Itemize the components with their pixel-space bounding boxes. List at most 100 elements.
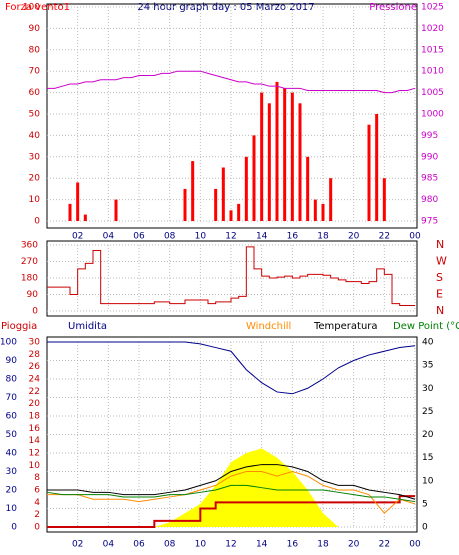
x-tick-label: 10 <box>195 540 207 550</box>
y-tick-label: 90 <box>29 24 41 34</box>
legend-label: Pioggia <box>1 321 37 332</box>
wind-bar <box>267 103 271 221</box>
y2-tick-label: 985 <box>421 174 438 184</box>
y-tick-label: 80 <box>29 45 41 55</box>
y2-tick-label: W <box>436 255 447 268</box>
wind-bar <box>283 88 287 221</box>
y2-tick-label: 975 <box>421 217 438 227</box>
y-tick-label: 0 <box>11 523 17 533</box>
y2-tick-label: 10 <box>422 476 434 486</box>
x-tick-label: 18 <box>317 540 329 550</box>
y-tick-label: 20 <box>29 174 41 184</box>
x-tick-label: 14 <box>256 232 268 242</box>
y-tick-label: 40 <box>6 449 18 459</box>
y3-tick-label: 22 <box>29 387 40 397</box>
legend-label: Umidita <box>68 321 107 332</box>
wind-bar <box>252 135 256 221</box>
wind-bar <box>114 199 118 221</box>
y-tick-label: 60 <box>6 412 18 422</box>
x-tick-label: 18 <box>317 232 329 242</box>
legend-label: Dew Point (°C <box>393 321 459 332</box>
y3-tick-label: 26 <box>29 362 41 372</box>
wind-bar <box>68 203 72 221</box>
y2-tick-label: N <box>436 304 444 317</box>
panel-frame <box>46 3 418 229</box>
wind-bar <box>260 92 264 221</box>
y-tick-label: 60 <box>29 88 41 98</box>
wind-bar <box>306 156 310 221</box>
x-tick-label: 02 <box>72 232 83 242</box>
y3-tick-label: 20 <box>29 399 41 409</box>
y3-tick-label: 12 <box>29 449 40 459</box>
x-tick-label: 16 <box>287 540 299 550</box>
legend-label: Pressione <box>369 2 417 13</box>
y2-tick-label: 40 <box>422 338 434 348</box>
wind-bar <box>298 103 302 221</box>
area <box>47 448 415 527</box>
y-tick-label: 270 <box>21 257 38 267</box>
y3-tick-label: 16 <box>29 424 41 434</box>
legend-label: Temperatura <box>313 321 378 332</box>
y3-tick-label: 28 <box>29 350 41 360</box>
wind-bar <box>83 214 87 221</box>
wind-bar <box>329 178 333 221</box>
y2-tick-label: 1005 <box>421 88 444 98</box>
y-tick-label: 80 <box>6 375 18 385</box>
y2-tick-label: 1010 <box>421 67 444 77</box>
y2-tick-label: S <box>436 271 443 284</box>
y2-tick-label: 1020 <box>421 24 444 34</box>
wind-bar <box>214 188 218 221</box>
line <box>47 464 416 500</box>
y-tick-label: 70 <box>29 67 41 77</box>
y3-tick-label: 14 <box>29 436 41 446</box>
y2-tick-label: 25 <box>422 407 433 417</box>
x-tick-label: 12 <box>225 540 236 550</box>
x-tick-label: 14 <box>256 540 268 550</box>
y3-tick-label: 6 <box>34 486 40 496</box>
line <box>47 495 415 528</box>
y2-tick-label: 35 <box>422 361 433 371</box>
y3-tick-label: 4 <box>34 498 40 508</box>
y2-tick-label: 1025 <box>421 3 444 13</box>
y2-tick-label: N <box>436 238 444 251</box>
wind-bar <box>191 161 195 221</box>
y2-tick-label: 5 <box>422 499 428 509</box>
line <box>47 470 416 514</box>
legend-label: Windchill <box>246 321 291 332</box>
wind-bar <box>321 203 325 221</box>
line <box>47 246 415 306</box>
y2-tick-label: 15 <box>422 453 433 463</box>
y2-tick-label: 980 <box>421 195 438 205</box>
wind-bar <box>244 156 248 221</box>
y-tick-label: 30 <box>6 467 18 477</box>
x-tick-label: 20 <box>348 232 360 242</box>
wind-bar <box>221 167 225 221</box>
x-tick-label: 04 <box>103 232 115 242</box>
x-tick-label: 04 <box>103 540 115 550</box>
y2-tick-label: 995 <box>421 131 438 141</box>
y-tick-label: 30 <box>29 152 41 162</box>
y3-tick-label: 0 <box>34 523 40 533</box>
y-tick-label: 50 <box>29 110 41 120</box>
wind-bar <box>229 210 233 221</box>
y2-tick-label: 30 <box>422 384 434 394</box>
y-tick-label: 90 <box>27 290 39 300</box>
y2-tick-label: 0 <box>422 523 428 533</box>
wind-bar <box>237 203 241 221</box>
chart-title: 24 hour graph day : 05 Marzo 2017 <box>137 2 314 13</box>
x-tick-label: 20 <box>348 540 360 550</box>
y-tick-label: 10 <box>6 504 18 514</box>
x-tick-label: 00 <box>409 540 421 550</box>
wind-bar <box>183 188 187 221</box>
y-tick-label: 10 <box>29 195 41 205</box>
wind-bar <box>313 199 317 221</box>
y2-tick-label: 20 <box>422 430 434 440</box>
y-tick-label: 180 <box>21 274 38 284</box>
x-tick-label: 06 <box>133 232 145 242</box>
y-tick-label: 70 <box>6 393 18 403</box>
x-tick-label: 16 <box>287 232 299 242</box>
y-tick-label: 360 <box>21 241 38 251</box>
y-tick-label: 0 <box>34 217 40 227</box>
wind-bar <box>375 114 379 221</box>
